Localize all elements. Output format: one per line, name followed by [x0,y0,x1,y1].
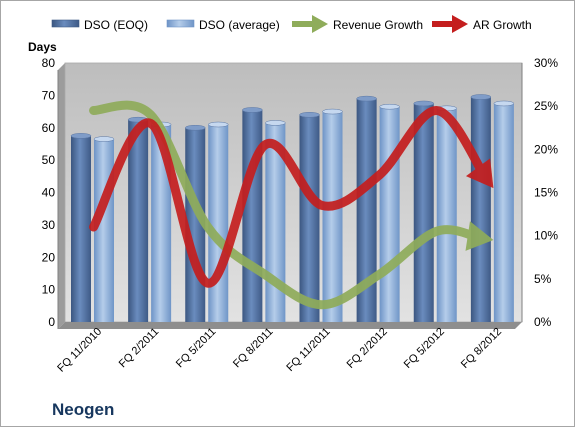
bar [242,107,263,322]
bar-body [208,124,229,322]
bar-body [151,124,172,322]
bar-top [185,125,206,131]
bar [265,120,286,322]
series-arrowhead [465,158,494,189]
bar-top [93,136,115,142]
legend-label: DSO (EOQ) [84,18,148,32]
bar-top [70,133,92,139]
y2-tick-label: 0% [534,315,552,329]
y2-tick-label: 20% [534,142,558,156]
y-axis-title: Days [28,40,57,54]
series-line [89,100,485,310]
bar-body [265,122,286,322]
x-tick-label: FQ 5/2012 [402,326,447,371]
y-tick-label: 70 [42,88,56,102]
bar [208,121,229,322]
bar [322,108,343,322]
y-tick-label: 0 [48,315,55,329]
y-tick-label: 50 [42,153,56,167]
bar [356,95,377,322]
bar-body [413,103,434,322]
y2-tick-label: 25% [534,99,558,113]
bar-top [413,100,434,107]
bar [70,133,92,322]
line-series [89,105,494,288]
bar [436,105,457,322]
line-series [89,100,494,310]
bar-top [265,120,286,126]
legend-arrowhead [452,15,468,33]
legend: DSO (EOQ) DSO (average) Revenue Growth AR G… [51,15,532,33]
bar-top [322,108,343,115]
legend-item: AR Growth [432,15,532,33]
side-wall [58,63,65,329]
legend-swatch [166,19,195,28]
x-tick-label: FQ 8/2012 [459,326,504,371]
legend-label: AR Growth [473,18,532,32]
y2-tick-label: 15% [534,186,558,200]
x-tick-label: FQ 5/2011 [174,326,219,371]
bar-body [71,135,91,322]
x-tick-label: FQ 8/2011 [231,326,276,371]
legend-label: Revenue Growth [333,18,423,32]
x-tick-label: FQ 2/2011 [117,326,162,371]
bar [470,94,492,323]
series-layer [70,94,515,323]
y-tick-label: 30 [42,218,56,232]
y-tick-label: 40 [42,186,56,200]
bar-body [470,96,491,323]
bar-body [94,139,114,322]
bar [379,103,400,322]
y2-tick-label: 30% [534,56,558,70]
bar-body [493,103,514,322]
y-tick-label: 60 [42,121,56,135]
bar [299,112,320,322]
bar-top [493,100,515,107]
bar [493,100,515,322]
x-tick-label: FQ 11/2010 [55,326,104,375]
bar-body [379,106,400,322]
bar-body [128,119,149,322]
legend-swatch [51,19,80,28]
y2-tick-label: 10% [534,229,558,243]
bar-top [356,95,377,102]
x-tick-label: FQ 11/2011 [284,326,332,374]
bar-top [208,121,229,128]
y2-tick-label: 5% [534,272,552,286]
legend-item: DSO (average) [166,18,280,32]
y-tick-label: 20 [42,250,56,264]
bar-body [299,114,320,322]
bar-top [242,107,263,113]
floor [58,322,522,329]
legend-label: DSO (average) [199,18,280,32]
x-tick-label: FQ 2/2012 [345,326,390,371]
bar [413,100,434,322]
legend-item: Revenue Growth [292,15,423,33]
bar-top [379,103,400,110]
y-tick-label: 80 [42,56,56,70]
bar-body [322,111,343,322]
series-arrowhead [465,221,494,251]
company-name: Neogen [52,400,115,419]
bar-body [436,108,457,322]
bar-top [299,112,320,118]
bar-top [470,94,492,100]
series-line [89,105,490,288]
bar-body [242,109,263,322]
bar-body [356,98,377,322]
legend-item: DSO (EOQ) [51,18,148,32]
legend-arrowhead [312,15,328,33]
y-tick-label: 10 [42,283,56,297]
